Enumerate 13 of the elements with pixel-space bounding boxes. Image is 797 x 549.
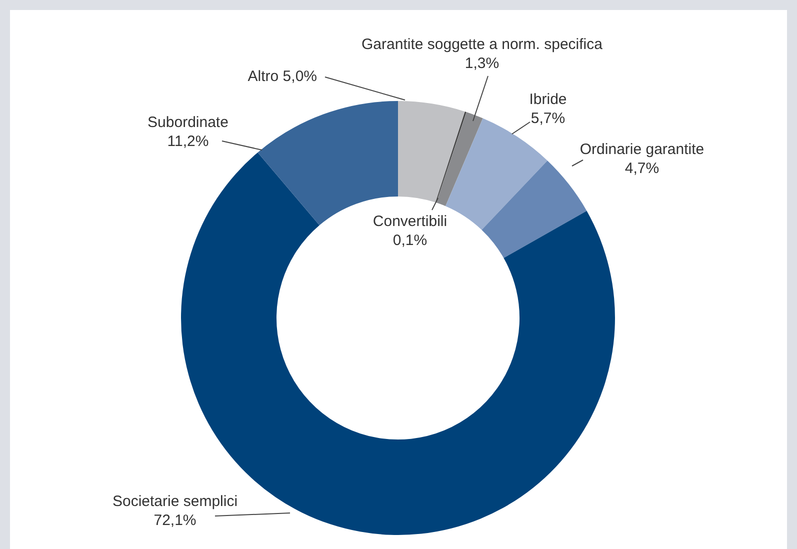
data-label: 4,7% — [624, 160, 660, 178]
slice-label: Convertibili — [372, 213, 448, 230]
slice-label: Ordinarie garantite — [580, 141, 704, 158]
data-label: 5,7% — [530, 110, 566, 128]
slice-label: Altro 5,0% — [248, 68, 317, 86]
data-label: 0,1% — [392, 232, 428, 250]
slice-label: Ibride — [529, 91, 567, 108]
data-label: 72,1% — [154, 512, 196, 530]
data-label: 1,3% — [464, 55, 500, 72]
data-label: 11,2% — [167, 133, 209, 150]
slice-label: Societarie semplici — [112, 493, 238, 510]
slice-label: Garantite soggette a norm. specifica — [362, 36, 604, 54]
slice-label: Subordinate — [148, 114, 228, 132]
